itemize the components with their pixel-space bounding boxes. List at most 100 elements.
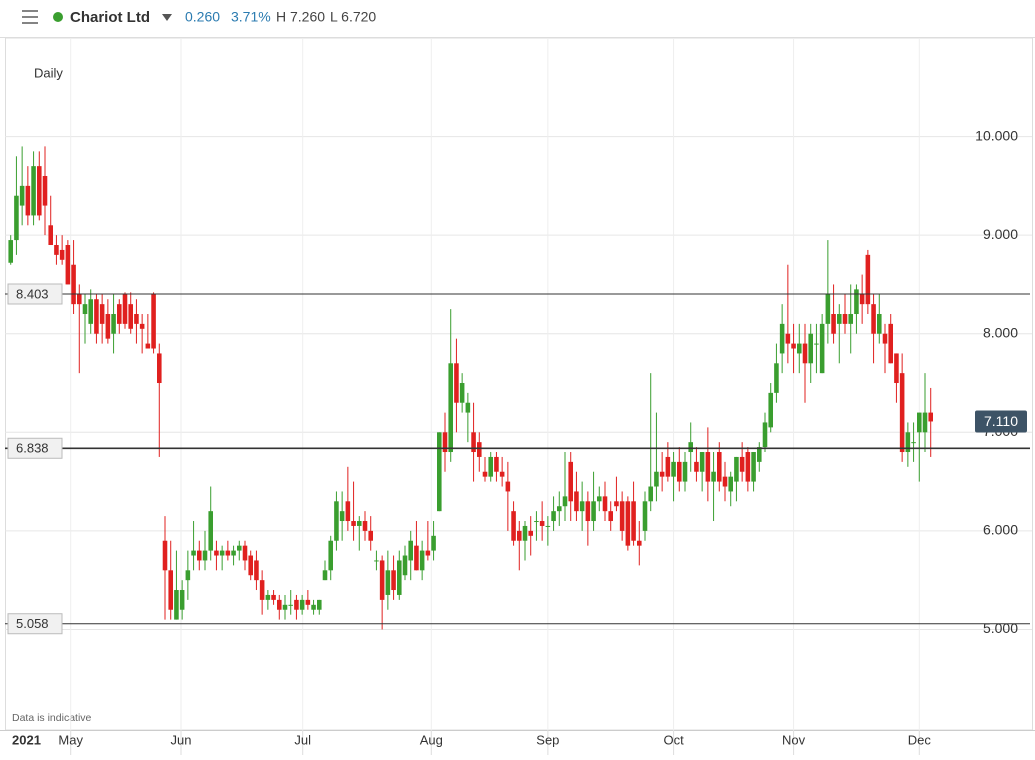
candle-body: [728, 476, 733, 492]
candle-body: [494, 456, 499, 472]
candle-body: [191, 550, 196, 556]
candle-body: [859, 294, 865, 305]
candle-body: [168, 570, 173, 610]
candle-body: [488, 456, 493, 477]
candle-body: [802, 343, 808, 364]
candle-body: [682, 461, 688, 482]
candle-body: [551, 511, 556, 522]
candle-body: [282, 604, 288, 610]
level-label-box: [7, 437, 63, 459]
candle-body: [528, 530, 533, 536]
x-tick-label: Sep: [536, 732, 559, 747]
candle-body: [357, 521, 362, 526]
candle-body: [237, 545, 242, 551]
candle-body: [791, 343, 796, 349]
candle-body: [899, 373, 905, 453]
candle-body: [602, 496, 608, 512]
candle-body: [82, 304, 88, 315]
candle-body: [414, 545, 419, 571]
menu-button[interactable]: [22, 10, 38, 24]
candle-body: [374, 560, 379, 562]
candle-body: [717, 452, 722, 482]
candle-body: [917, 412, 922, 433]
candle-body: [905, 432, 911, 453]
candle-body: [219, 550, 225, 556]
candle-body: [185, 570, 191, 581]
candle-body: [151, 294, 156, 349]
candle-body: [751, 452, 756, 482]
candle-body: [145, 343, 151, 349]
change-pct: 3.71%: [231, 9, 271, 25]
candle-body: [922, 412, 928, 433]
candle-body: [694, 461, 699, 472]
candle-body: [762, 422, 768, 448]
last-price-box: [975, 410, 1027, 433]
candle-body: [19, 185, 25, 206]
candle-body: [797, 343, 802, 354]
candle-body: [328, 540, 333, 571]
candle-body: [837, 314, 842, 324]
candle-body: [471, 432, 476, 453]
x-tick-label: Nov: [782, 732, 806, 747]
candle-body: [345, 501, 351, 522]
candle-body: [397, 560, 402, 595]
candle-body: [174, 590, 179, 620]
x-tick-label: Aug: [420, 732, 443, 747]
candle-body: [871, 304, 876, 334]
candle-body: [71, 264, 76, 305]
candle-body: [614, 501, 619, 507]
candle-body: [482, 471, 488, 477]
candle-body: [25, 185, 31, 216]
candle-body: [562, 496, 568, 507]
instrument-name[interactable]: Chariot Ltd: [70, 9, 150, 26]
candle-body: [65, 245, 71, 285]
level-label-box: [7, 613, 63, 635]
candle-body: [14, 195, 19, 241]
candle-body: [911, 442, 916, 444]
candle-body: [642, 501, 648, 531]
candle-body: [322, 570, 328, 581]
candle-body: [882, 333, 888, 344]
candle-body: [831, 314, 836, 334]
candle-body: [139, 323, 145, 329]
candle-body: [134, 314, 139, 324]
candle-body: [259, 580, 265, 600]
candle-body: [734, 456, 739, 482]
candle-body: [419, 550, 425, 571]
candle-body: [877, 314, 882, 334]
candle-body: [842, 314, 848, 324]
candle-body: [637, 540, 642, 546]
candle-body: [779, 323, 785, 354]
candle-body: [157, 353, 162, 384]
candle-body: [402, 555, 408, 576]
candle-body: [305, 599, 311, 605]
candle-body: [88, 299, 93, 324]
x-tick-label: May: [58, 732, 83, 747]
candle-body: [757, 447, 762, 462]
candle-body: [385, 570, 391, 595]
candle-body: [711, 471, 716, 482]
candle-body: [54, 245, 59, 255]
candle-body: [699, 452, 705, 472]
candle-body: [311, 604, 316, 610]
candle-body: [317, 599, 322, 610]
dropdown-caret[interactable]: [162, 14, 172, 21]
candle-body: [242, 545, 248, 561]
candle-body: [379, 560, 385, 600]
plot: [8, 146, 933, 630]
candle-body: [99, 304, 105, 324]
candle-body: [654, 471, 659, 487]
x-tick-label: Jul: [294, 732, 311, 747]
candle-body: [597, 496, 602, 502]
candle-body: [665, 456, 671, 477]
candle-body: [505, 481, 511, 492]
candle-body: [277, 599, 282, 610]
candle-body: [162, 540, 168, 571]
candle-body: [48, 225, 53, 246]
candle-body: [631, 501, 636, 541]
candle-body: [705, 452, 711, 482]
candle-body: [865, 254, 871, 305]
candle-body: [351, 521, 356, 526]
candle-body: [671, 461, 676, 477]
candle-body: [408, 540, 413, 561]
